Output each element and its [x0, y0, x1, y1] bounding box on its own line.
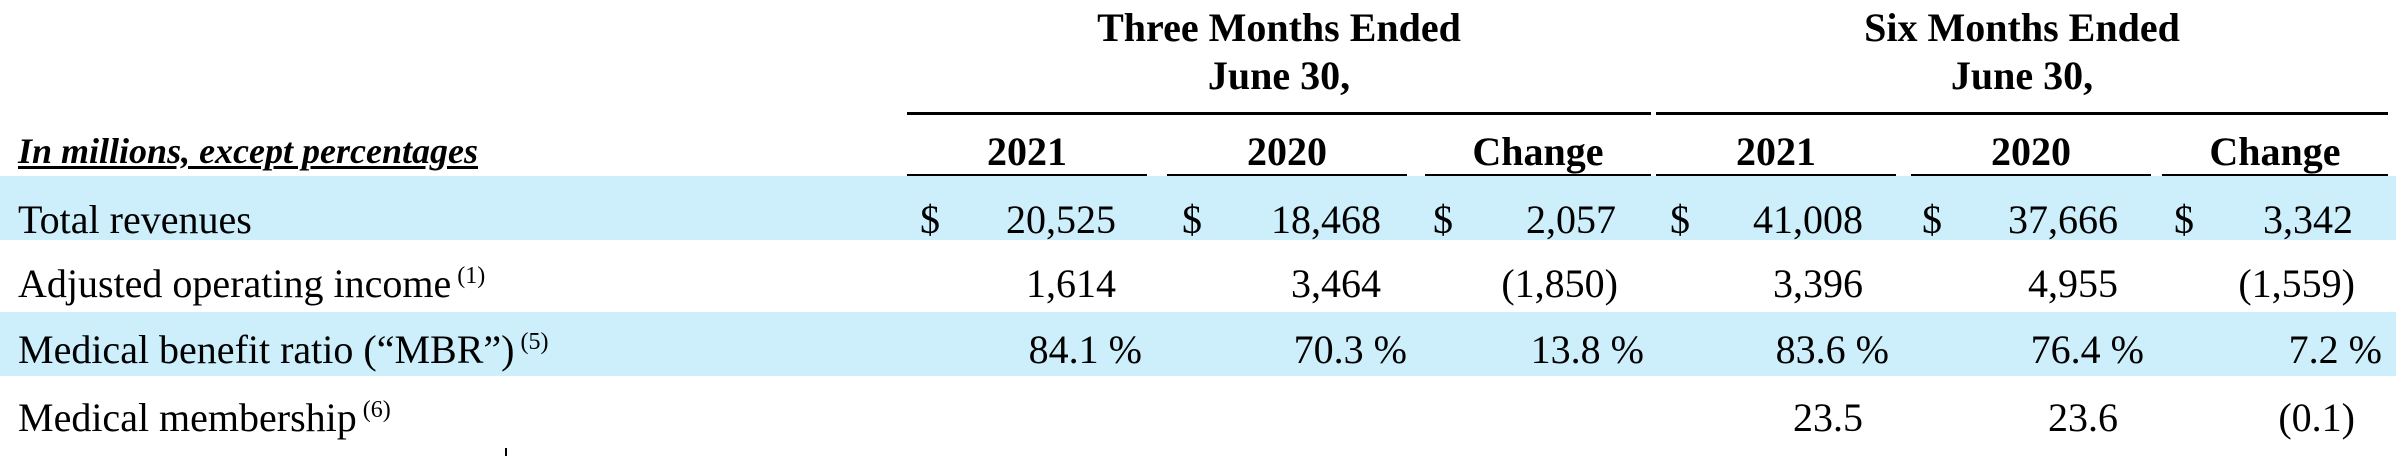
table-cell: 23.5 — [1670, 386, 1863, 450]
table-cell: 76.4 % — [1922, 318, 2144, 382]
units-label: In millions, except percentages — [18, 131, 478, 171]
cell-value: 3,342 — [2263, 197, 2353, 242]
table-cell: $20,525 — [920, 188, 1116, 252]
table-cell: $18,468 — [1182, 188, 1381, 252]
table-cell: 23.6 — [1922, 386, 2118, 450]
group-header-six-months: Six Months Ended June 30, — [1656, 4, 2388, 100]
table-cell: (0.1) — [2174, 386, 2355, 450]
table-cell: $37,666 — [1922, 188, 2118, 252]
cell-value: 13.8 % — [1530, 327, 1644, 372]
cell-value: 3,396 — [1773, 261, 1863, 306]
cell-value: 70.3 % — [1293, 327, 1407, 372]
stray-tick-mark — [505, 448, 507, 456]
group-header-six-months-line1: Six Months Ended — [1864, 5, 2180, 50]
row-label-total-revenues: Total revenues — [18, 188, 252, 252]
cell-value: 83.6 % — [1775, 327, 1889, 372]
footnote-marker: (6) — [362, 397, 391, 423]
cell-value: 84.1 % — [1028, 327, 1142, 372]
row-label-text: Medical benefit ratio (“MBR”) — [18, 327, 515, 372]
column-rule-q-2020 — [1167, 174, 1407, 177]
table-cell: 4,955 — [1922, 252, 2118, 316]
currency-symbol: $ — [2174, 197, 2194, 242]
table-cell: $41,008 — [1670, 188, 1863, 252]
cell-value: 41,008 — [1753, 197, 1863, 242]
column-rule-q-2021 — [907, 174, 1147, 177]
row-label-text: Total revenues — [18, 197, 252, 242]
row-label-adjusted-operating-income: Adjusted operating income (1) — [18, 252, 485, 316]
table-cell: 84.1 % — [920, 318, 1142, 382]
row-label-text: Medical membership — [18, 395, 357, 440]
column-rule-ytd-2020 — [1911, 174, 2151, 177]
table-cell: 7.2 % — [2174, 318, 2382, 382]
cell-value: 2,057 — [1526, 197, 1616, 242]
table-cell: (1,559) — [2174, 252, 2355, 316]
table-cell — [920, 386, 1116, 450]
column-header-ytd-2021: 2021 — [1736, 129, 1816, 174]
group-rule-three-months — [907, 112, 1651, 115]
row-band-medical-benefit-ratio — [0, 312, 2396, 376]
table-cell: 3,464 — [1182, 252, 1381, 316]
cell-value: 23.6 — [2048, 395, 2118, 440]
cell-value: 18,468 — [1271, 197, 1381, 242]
currency-symbol: $ — [1182, 197, 1202, 242]
currency-symbol: $ — [1433, 197, 1453, 242]
column-header-q-2021: 2021 — [987, 129, 1067, 174]
cell-value: (1,850) — [1501, 261, 1618, 306]
cell-value: (0.1) — [2278, 395, 2355, 440]
row-label-medical-membership: Medical membership (6) — [18, 386, 391, 450]
cell-value: 1,614 — [1026, 261, 1116, 306]
table-cell: (1,850) — [1433, 252, 1618, 316]
cell-value: 4,955 — [2028, 261, 2118, 306]
cell-value: 23.5 — [1793, 395, 1863, 440]
table-cell: 13.8 % — [1433, 318, 1644, 382]
cell-value: 37,666 — [2008, 197, 2118, 242]
table-cell: 83.6 % — [1670, 318, 1889, 382]
table-cell: 1,614 — [920, 252, 1116, 316]
column-header-ytd-change: Change — [2209, 129, 2341, 174]
table-cell: 3,396 — [1670, 252, 1863, 316]
column-rule-q-change — [1425, 174, 1651, 177]
currency-symbol: $ — [1922, 197, 1942, 242]
column-header-q-change: Change — [1472, 129, 1604, 174]
table-cell: 70.3 % — [1182, 318, 1407, 382]
column-rule-ytd-change — [2162, 174, 2388, 177]
cell-value: 20,525 — [1006, 197, 1116, 242]
cell-value: 3,464 — [1291, 261, 1381, 306]
row-label-text: Adjusted operating income — [18, 261, 452, 306]
table-cell — [1182, 386, 1381, 450]
currency-symbol: $ — [920, 197, 940, 242]
currency-symbol: $ — [1670, 197, 1690, 242]
cell-value: 76.4 % — [2030, 327, 2144, 372]
footnote-marker: (1) — [457, 263, 486, 289]
row-band-total-revenues — [0, 176, 2396, 240]
column-header-ytd-2020: 2020 — [1991, 129, 2071, 174]
group-header-three-months-line1: Three Months Ended — [1097, 5, 1461, 50]
table-cell: $3,342 — [2174, 188, 2353, 252]
group-header-three-months-line2: June 30, — [1207, 53, 1351, 98]
cell-value: 7.2 % — [2288, 327, 2382, 372]
table-cell — [1433, 386, 1618, 450]
group-header-six-months-line2: June 30, — [1950, 53, 2094, 98]
cell-value: (1,559) — [2238, 261, 2355, 306]
table-cell: $2,057 — [1433, 188, 1616, 252]
column-rule-ytd-2021 — [1656, 174, 1896, 177]
row-label-medical-benefit-ratio: Medical benefit ratio (“MBR”) (5) — [18, 318, 548, 382]
group-header-three-months: Three Months Ended June 30, — [907, 4, 1651, 100]
footnote-marker: (5) — [520, 329, 549, 355]
group-rule-six-months — [1656, 112, 2388, 115]
column-header-q-2020: 2020 — [1247, 129, 1327, 174]
